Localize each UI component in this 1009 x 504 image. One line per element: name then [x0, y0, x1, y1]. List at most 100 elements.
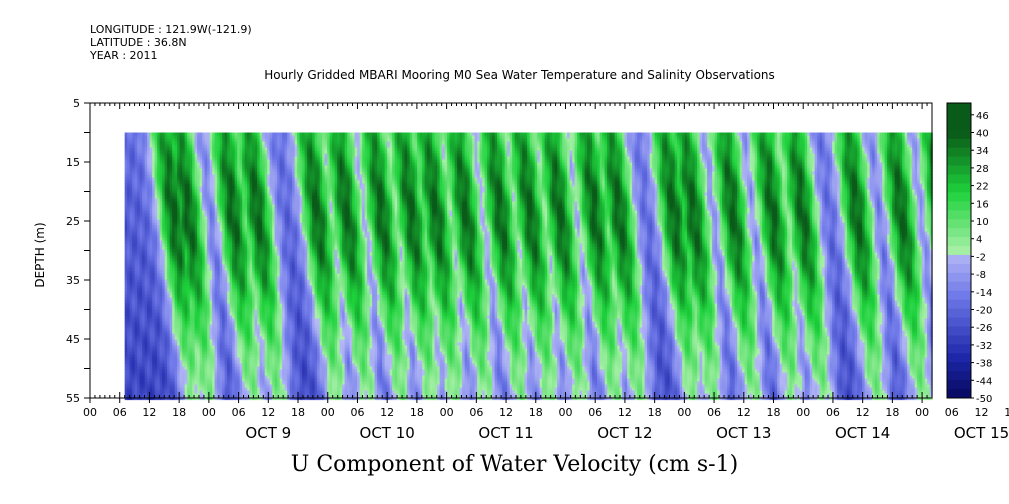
heatmap-cell: [207, 201, 211, 206]
heatmap-cell: [147, 144, 151, 149]
heatmap-cell: [204, 270, 208, 275]
heatmap-cell: [124, 360, 128, 365]
heatmap-cell: [147, 387, 151, 392]
heatmap-cell: [162, 318, 166, 323]
heatmap-cell: [127, 231, 131, 236]
heatmap-cell: [194, 300, 198, 305]
heatmap-cell: [167, 351, 171, 356]
heatmap-cell: [192, 333, 196, 338]
heatmap-cell: [214, 234, 218, 239]
heatmap-cell: [172, 258, 176, 263]
heatmap-cell: [207, 234, 211, 239]
heatmap-cell: [144, 216, 148, 221]
heatmap-cell: [164, 237, 168, 242]
heatmap-cell: [197, 279, 201, 284]
heatmap-cell: [194, 237, 198, 242]
heatmap-cell: [192, 222, 196, 227]
heatmap-cell: [132, 234, 136, 239]
heatmap-cell: [167, 237, 171, 242]
heatmap-cell: [164, 309, 168, 314]
heatmap-cell: [124, 285, 128, 290]
heatmap-cell: [204, 318, 208, 323]
heatmap-cell: [214, 249, 218, 254]
heatmap-cell: [169, 357, 173, 362]
heatmap-cell: [174, 141, 178, 146]
heatmap-cell: [159, 387, 163, 392]
heatmap-cell: [194, 144, 198, 149]
heatmap-cell: [164, 279, 168, 284]
heatmap-cell: [159, 219, 163, 224]
heatmap-cell: [182, 252, 186, 257]
heatmap-cell: [127, 141, 131, 146]
heatmap-cell: [204, 165, 208, 170]
heatmap-cell: [192, 186, 196, 191]
heatmap-cell: [159, 312, 163, 317]
heatmap-cell: [152, 270, 156, 275]
heatmap-cell: [209, 387, 213, 392]
heatmap-cell: [197, 258, 201, 263]
heatmap-cell: [209, 333, 213, 338]
heatmap-cell: [147, 342, 151, 347]
heatmap-cell: [147, 378, 151, 383]
heatmap-cell: [174, 303, 178, 308]
heatmap-cell: [174, 348, 178, 353]
heatmap-cell: [142, 198, 146, 203]
heatmap-cell: [144, 246, 148, 251]
heatmap-cell: [184, 141, 188, 146]
heatmap-cell: [152, 183, 156, 188]
heatmap-cell: [192, 135, 196, 140]
heatmap-cell: [127, 288, 131, 293]
heatmap-cell: [197, 156, 201, 161]
heatmap-cell: [154, 312, 158, 317]
heatmap-cell: [144, 141, 148, 146]
heatmap-cell: [159, 138, 163, 143]
heatmap-cell: [192, 390, 196, 395]
heatmap-cell: [202, 255, 206, 260]
heatmap-cell: [157, 282, 161, 287]
heatmap-cell: [142, 213, 146, 218]
heatmap-cell: [199, 381, 203, 386]
heatmap-cell: [127, 216, 131, 221]
heatmap-cell: [197, 171, 201, 176]
heatmap-cell: [129, 270, 133, 275]
heatmap-cell: [154, 198, 158, 203]
heatmap-cell: [159, 375, 163, 380]
heatmap-cell: [197, 297, 201, 302]
heatmap-cell: [129, 234, 133, 239]
heatmap-cell: [124, 171, 128, 176]
heatmap-cell: [129, 207, 133, 212]
heatmap-cell: [184, 162, 188, 167]
heatmap-cell: [167, 216, 171, 221]
heatmap-cell: [159, 363, 163, 368]
heatmap-cell: [187, 258, 191, 263]
heatmap-cell: [159, 216, 163, 221]
heatmap-cell: [214, 180, 218, 185]
heatmap-cell: [204, 141, 208, 146]
heatmap-cell: [129, 147, 133, 152]
heatmap-cell: [214, 141, 218, 146]
heatmap-cell: [169, 186, 173, 191]
heatmap-cell: [139, 225, 143, 230]
heatmap-cell: [192, 180, 196, 185]
heatmap-cell: [187, 306, 191, 311]
heatmap-cell: [199, 231, 203, 236]
heatmap-cell: [144, 282, 148, 287]
heatmap-cell: [142, 267, 146, 272]
heatmap-cell: [132, 348, 136, 353]
heatmap-cell: [169, 210, 173, 215]
heatmap-cell: [154, 132, 158, 137]
heatmap-cell: [187, 234, 191, 239]
heatmap-cell: [162, 393, 166, 398]
heatmap-cell: [177, 141, 181, 146]
heatmap-cell: [149, 378, 153, 383]
heatmap-cell: [137, 393, 141, 398]
heatmap-cell: [179, 297, 183, 302]
heatmap-cell: [182, 231, 186, 236]
heatmap-cell: [207, 327, 211, 332]
heatmap-cell: [212, 339, 216, 344]
heatmap-cell: [127, 138, 131, 143]
heatmap-cell: [164, 150, 168, 155]
heatmap-cell: [132, 279, 136, 284]
heatmap-cell: [137, 186, 141, 191]
heatmap-cell: [152, 348, 156, 353]
